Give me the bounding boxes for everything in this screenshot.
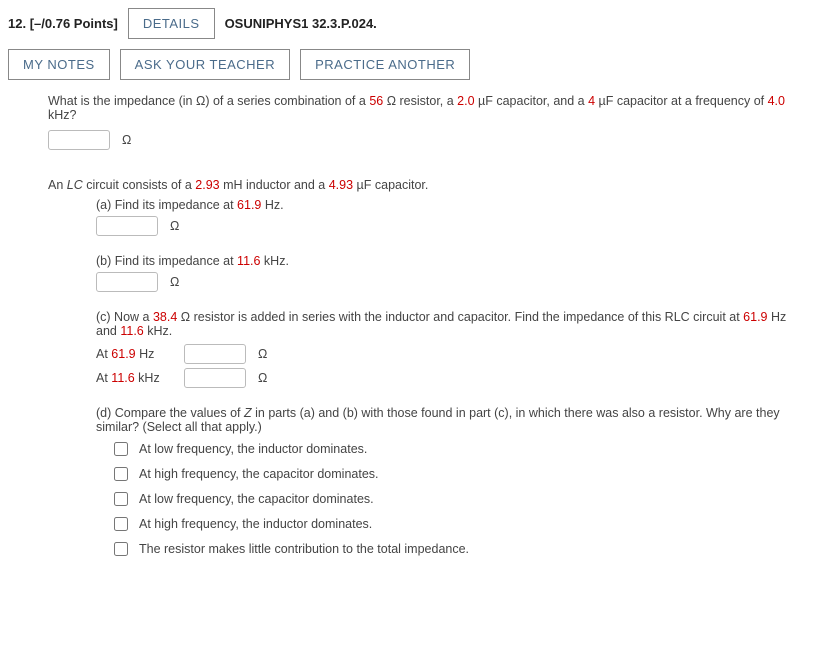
part-d-option-2-label: At low frequency, the capacitor dominate… bbox=[139, 492, 374, 506]
part-c-input-2[interactable] bbox=[184, 368, 246, 388]
part-d-option-2[interactable] bbox=[114, 492, 128, 506]
part-d-option-1-label: At high frequency, the capacitor dominat… bbox=[139, 467, 379, 481]
action-buttons: MY NOTES ASK YOUR TEACHER PRACTICE ANOTH… bbox=[8, 49, 811, 80]
assignment-id: OSUNIPHYS1 32.3.P.024. bbox=[225, 16, 377, 31]
q1-answer-input[interactable] bbox=[48, 130, 110, 150]
part-d-option-3-label: At high frequency, the inductor dominate… bbox=[139, 517, 372, 531]
question-number: 12. [–/0.76 Points] bbox=[8, 16, 118, 31]
part-a-input[interactable] bbox=[96, 216, 158, 236]
part-c-unit-1: Ω bbox=[258, 347, 267, 361]
lc-intro: An LC circuit consists of a 2.93 mH indu… bbox=[48, 178, 791, 192]
part-d: (d) Compare the values of Z in parts (a)… bbox=[96, 406, 791, 559]
details-button[interactable]: DETAILS bbox=[128, 8, 215, 39]
part-d-option-4-label: The resistor makes little contribution t… bbox=[139, 542, 469, 556]
part-a-unit: Ω bbox=[170, 219, 179, 233]
part-d-option-0-label: At low frequency, the inductor dominates… bbox=[139, 442, 367, 456]
my-notes-button[interactable]: MY NOTES bbox=[8, 49, 110, 80]
q1-text: What is the impedance (in Ω) of a series… bbox=[48, 94, 791, 122]
part-b-unit: Ω bbox=[170, 275, 179, 289]
question-header: 12. [–/0.76 Points] DETAILS OSUNIPHYS1 3… bbox=[8, 8, 811, 39]
part-c-input-1[interactable] bbox=[184, 344, 246, 364]
part-b: (b) Find its impedance at 11.6 kHz. Ω bbox=[96, 254, 791, 292]
part-c-unit-2: Ω bbox=[258, 371, 267, 385]
part-a: (a) Find its impedance at 61.9 Hz. Ω bbox=[96, 198, 791, 236]
q1-unit: Ω bbox=[122, 133, 131, 147]
part-c-row2-label: At 11.6 kHz bbox=[96, 371, 176, 385]
part-b-input[interactable] bbox=[96, 272, 158, 292]
part-c-row1-label: At 61.9 Hz bbox=[96, 347, 176, 361]
part-d-option-4[interactable] bbox=[114, 542, 128, 556]
ask-teacher-button[interactable]: ASK YOUR TEACHER bbox=[120, 49, 290, 80]
part-d-option-1[interactable] bbox=[114, 467, 128, 481]
practice-another-button[interactable]: PRACTICE ANOTHER bbox=[300, 49, 470, 80]
part-c: (c) Now a 38.4 Ω resistor is added in se… bbox=[96, 310, 791, 388]
part-d-option-3[interactable] bbox=[114, 517, 128, 531]
part-d-option-0[interactable] bbox=[114, 442, 128, 456]
question-content: What is the impedance (in Ω) of a series… bbox=[8, 94, 811, 559]
